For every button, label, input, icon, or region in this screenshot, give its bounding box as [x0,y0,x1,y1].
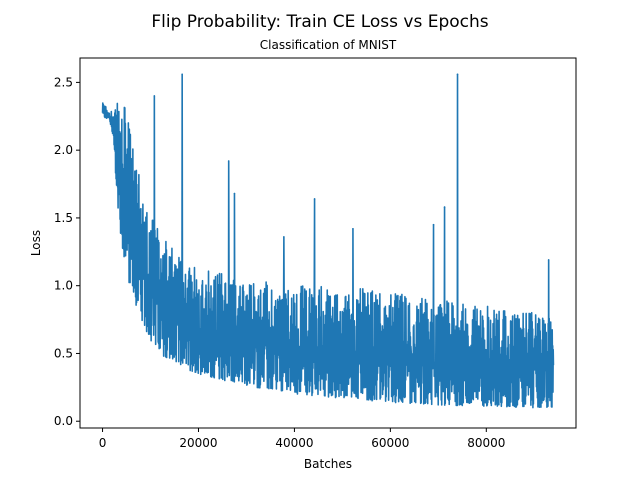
loss-spike-point [352,227,354,230]
y-tick-label: 0.0 [54,414,73,428]
plot-frame [79,57,577,429]
x-tick-label: 60000 [371,436,409,450]
loss-spike-point [181,73,183,76]
y-tick-label: 0.5 [54,346,73,360]
x-tick-label: 80000 [467,436,505,450]
loss-spike-point [432,223,435,226]
loss-series-line [101,73,555,409]
chart-suptitle: Flip Probability: Train CE Loss vs Epoch… [151,12,488,32]
y-tick-label: 2.0 [54,143,73,157]
loss-spike-point [443,206,446,208]
y-axis: 0.0 0.5 1.0 1.5 2.0 2.5 [54,75,80,428]
loss-spike-point [153,95,156,97]
loss-spike-point [313,198,316,200]
x-axis: 0 20000 40000 60000 80000 [99,428,505,450]
x-tick-label: 20000 [179,436,217,450]
y-axis-label: Loss [29,230,43,256]
chart-subtitle: Classification of MNIST [260,38,397,52]
x-axis-label: Batches [304,457,352,471]
y-tick-label: 2.5 [54,75,73,89]
y-tick-label: 1.5 [54,211,73,225]
series-layer [101,73,555,409]
x-tick-label: 0 [99,436,107,450]
loss-spike-point [456,73,459,76]
loss-spike-point [283,236,285,238]
loss-spike-point [227,160,230,162]
loss-spike-point [547,259,550,261]
x-tick-label: 40000 [275,436,313,450]
y-tick-label: 1.0 [54,279,73,293]
loss-spike-point [233,192,236,195]
